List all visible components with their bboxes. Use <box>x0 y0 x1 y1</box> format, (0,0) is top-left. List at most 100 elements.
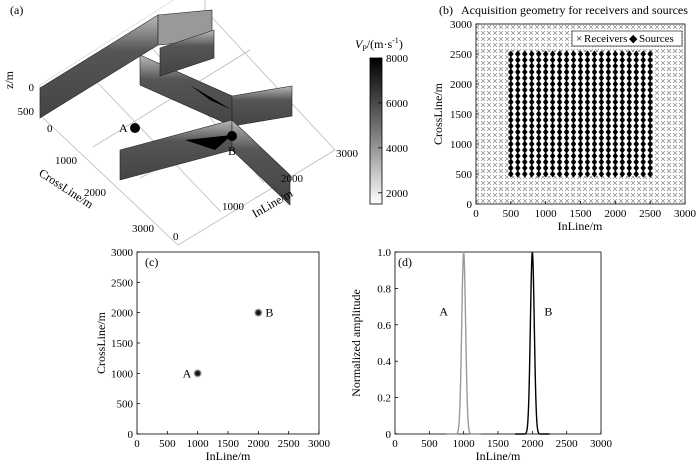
panel-c-xtick-2: 1000 <box>187 438 210 450</box>
source-242 <box>584 104 591 112</box>
source-290 <box>598 68 605 76</box>
source-99 <box>535 80 542 88</box>
source-11 <box>508 104 514 112</box>
panel-d-frame <box>394 251 602 435</box>
source-102 <box>535 62 542 70</box>
panel-a-label: (a) <box>10 3 23 17</box>
source-192 <box>570 152 577 160</box>
source-411 <box>640 98 646 106</box>
source-175 <box>563 128 570 136</box>
source-243 <box>584 98 591 106</box>
colorbar: VP/(m·s-1) 8000 6000 4000 2000 <box>355 36 409 205</box>
source-282 <box>598 116 605 124</box>
source-165 <box>556 62 563 70</box>
source-379 <box>633 164 640 172</box>
source-324 <box>612 116 619 124</box>
panel-c-label: (c) <box>145 255 158 269</box>
source-145 <box>549 56 556 64</box>
source-376 <box>626 56 633 64</box>
source-187 <box>563 56 570 64</box>
source-256 <box>591 146 598 154</box>
source-287 <box>598 86 605 94</box>
source-162 <box>556 80 563 88</box>
source-207 <box>570 62 577 70</box>
source-363 <box>626 134 633 142</box>
source-222 <box>577 98 584 106</box>
source-203 <box>570 86 577 94</box>
source-172 <box>563 146 570 154</box>
source-388 <box>633 110 640 118</box>
source-39 <box>515 62 521 70</box>
panel-b-xtick-1: 500 <box>503 208 520 220</box>
source-391 <box>633 92 640 100</box>
source-314 <box>605 50 612 58</box>
source-160 <box>556 92 563 100</box>
source-169 <box>563 164 570 172</box>
source-407 <box>640 122 646 130</box>
panel-c-ytick-6: 3000 <box>111 247 134 259</box>
legend-receivers-symbol: × <box>576 33 582 45</box>
colorbar-tick-1: 6000 <box>386 98 409 110</box>
source-137 <box>549 104 556 112</box>
panel-c-ytick-3: 1500 <box>111 338 134 350</box>
source-340 <box>619 146 626 154</box>
source-121 <box>542 74 549 82</box>
source-233 <box>584 158 591 166</box>
source-196 <box>570 128 577 136</box>
source-331 <box>612 74 619 82</box>
panel-c-xtick-4: 2000 <box>247 438 270 450</box>
source-44 <box>521 158 528 166</box>
source-336 <box>619 170 626 178</box>
panel-b-ylabel: CrossLine/m <box>431 82 445 145</box>
source-255 <box>591 152 598 160</box>
source-372 <box>626 80 633 88</box>
source-395 <box>633 68 640 76</box>
source-159 <box>556 98 563 106</box>
source-298 <box>605 146 612 154</box>
source-70 <box>528 128 535 136</box>
source-301 <box>605 128 612 136</box>
source-239 <box>584 122 591 130</box>
source-69 <box>528 134 535 142</box>
source-383 <box>633 140 640 148</box>
source-292 <box>598 56 605 64</box>
source-234 <box>584 152 591 160</box>
source-130 <box>549 146 556 154</box>
source-416 <box>640 68 646 76</box>
source-144 <box>549 62 556 70</box>
cl-tick-0: 0 <box>47 123 53 135</box>
source-147 <box>556 170 563 178</box>
source-151 <box>556 146 563 154</box>
source-17 <box>508 68 514 76</box>
source-263 <box>591 104 598 112</box>
source-274 <box>598 164 605 172</box>
source-183 <box>563 80 570 88</box>
source-46 <box>521 146 528 154</box>
source-400 <box>640 164 646 172</box>
source-129 <box>549 152 556 160</box>
source-241 <box>584 110 591 118</box>
panel-c-ytick-2: 1000 <box>111 368 134 380</box>
source-373 <box>626 74 633 82</box>
source-303 <box>605 116 612 124</box>
source-369 <box>626 98 633 106</box>
source-149 <box>556 158 563 166</box>
source-410 <box>640 104 646 112</box>
source-113 <box>542 122 549 130</box>
source-202 <box>570 92 577 100</box>
source-93 <box>535 116 542 124</box>
source-229 <box>577 56 584 64</box>
source-178 <box>563 110 570 118</box>
source-247 <box>584 74 591 82</box>
source-259 <box>591 128 598 136</box>
legend-sources-symbol: ◆ <box>629 33 638 45</box>
source-209 <box>570 50 577 58</box>
panel-c-xlabel: InLine/m <box>206 449 251 463</box>
source-285 <box>598 98 605 106</box>
panel-b-xtick-4: 2000 <box>604 208 627 220</box>
panel-d-ytick-0: 0 <box>386 429 392 441</box>
source-33 <box>515 98 521 106</box>
source-423 <box>647 152 653 160</box>
panel-a: (a) A B z/m <box>2 0 409 246</box>
source-260 <box>591 122 598 130</box>
